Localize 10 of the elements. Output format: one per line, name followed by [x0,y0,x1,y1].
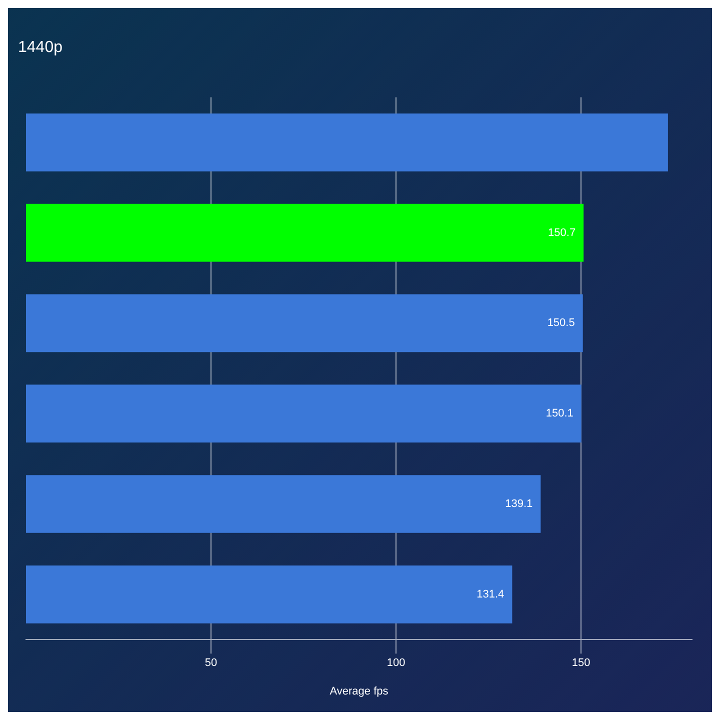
x-tick-label: 150 [572,657,590,670]
data-label: 150.5 [547,317,575,330]
x-axis-title: Average fps [330,685,389,698]
data-label: 139.1 [505,498,533,510]
x-tick-label: 50 [204,657,218,670]
x-tick-label: 100 [386,657,406,670]
data-label: 150.7 [548,226,576,239]
data-label: 150.1 [546,408,574,420]
data-label: 131.4 [476,588,504,600]
chart-title: 1440p [18,39,63,56]
